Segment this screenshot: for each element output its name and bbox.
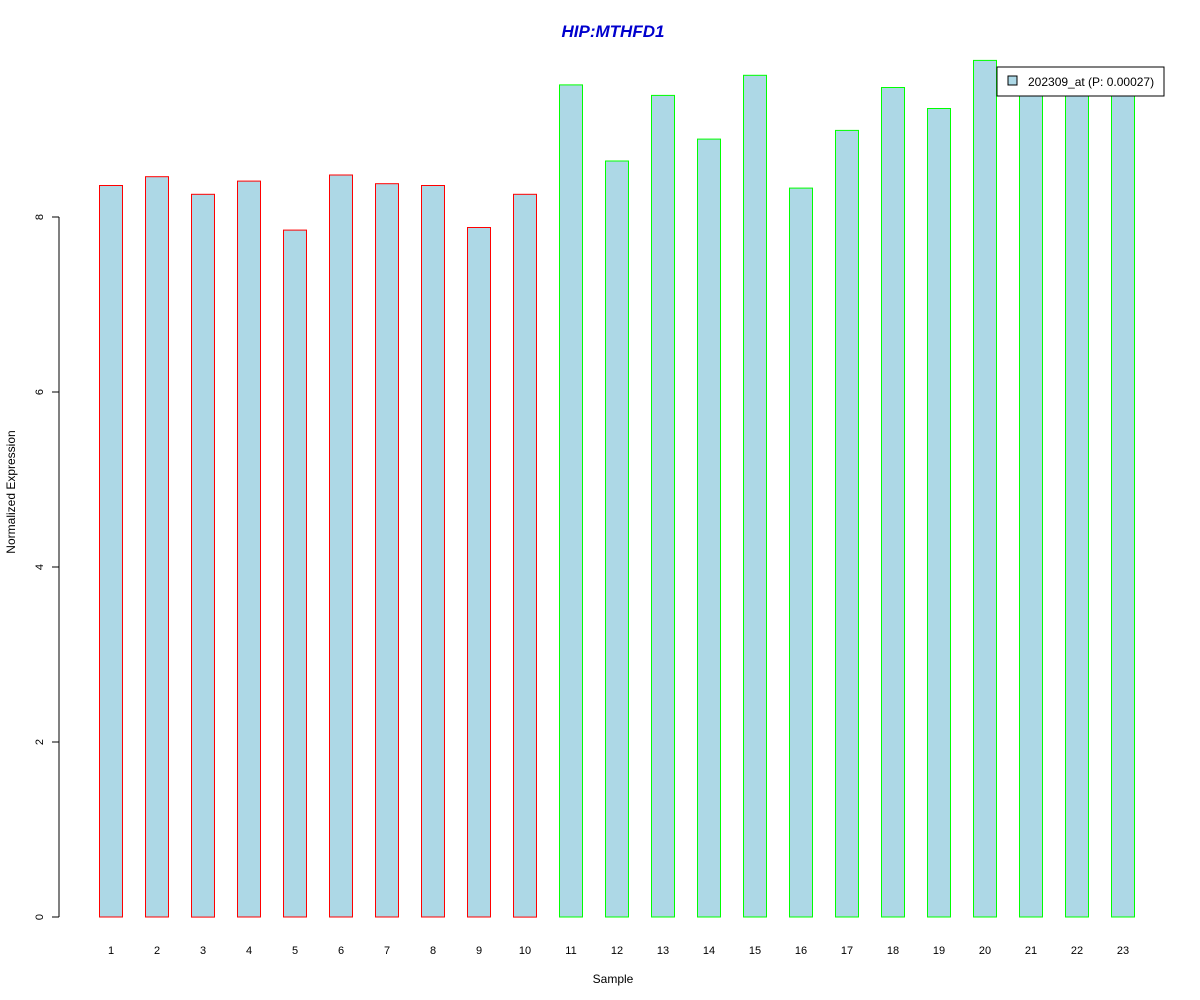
- x-tick-label: 21: [1025, 945, 1037, 957]
- bar-14: [697, 138, 721, 918]
- bar-22: [1065, 89, 1089, 918]
- y-tick-label: 6: [34, 389, 46, 395]
- y-axis: 0 2 4 6 8: [34, 214, 60, 920]
- bar-20: [973, 59, 997, 918]
- x-tick-label: 8: [430, 945, 436, 957]
- bar-21: [1019, 89, 1043, 918]
- x-tick-label: 10: [519, 945, 531, 957]
- y-tick-label: 4: [34, 564, 46, 570]
- x-tick-label: 17: [841, 945, 853, 957]
- x-tick-label: 12: [611, 945, 623, 957]
- chart-title: HIP:MTHFD1: [562, 22, 665, 41]
- bar-8: [421, 185, 445, 918]
- x-tick-label: 13: [657, 945, 669, 957]
- bar-16: [789, 187, 813, 918]
- x-tick-label: 22: [1071, 945, 1083, 957]
- x-tick-labels: 1 2 3 4 5 6 7 8 9 10 11 12 13 14 15 16 17 18 19 20 21 22 23: [108, 945, 1129, 957]
- x-tick-label: 1: [108, 945, 114, 957]
- x-tick-label: 11: [565, 945, 576, 957]
- x-tick-label: 9: [476, 945, 482, 957]
- bar-4: [237, 180, 261, 918]
- bar-13: [651, 94, 675, 918]
- x-tick-label: 14: [703, 945, 715, 957]
- bar-5: [283, 229, 307, 918]
- x-tick-label: 7: [384, 945, 390, 957]
- bar-17: [835, 129, 859, 918]
- x-tick-label: 2: [154, 945, 160, 957]
- bar-3: [191, 193, 215, 918]
- x-tick-label: 23: [1117, 945, 1129, 957]
- legend-label: 202309_at (P: 0.00027): [1028, 75, 1154, 89]
- bar-11: [559, 84, 583, 918]
- bar-7: [375, 183, 399, 918]
- y-axis-label: Normalized Expression: [4, 430, 18, 553]
- y-tick-label: 2: [34, 739, 46, 745]
- x-tick-label: 5: [292, 945, 298, 957]
- bar-12: [605, 160, 629, 918]
- legend-swatch: [1007, 75, 1018, 86]
- y-tick-label: 8: [34, 214, 46, 220]
- bar-9: [467, 227, 491, 918]
- x-tick-label: 15: [749, 945, 761, 957]
- x-tick-label: 4: [246, 945, 252, 957]
- legend-box: [996, 66, 1165, 97]
- bar-2: [145, 176, 169, 918]
- bar-10: [513, 193, 537, 918]
- x-tick-label: 16: [795, 945, 807, 957]
- y-tick-label: 0: [34, 914, 46, 920]
- x-tick-label: 6: [338, 945, 344, 957]
- bar-19: [927, 108, 951, 918]
- legend: 202309_at (P: 0.00027): [996, 66, 1165, 97]
- bar-15: [743, 74, 767, 918]
- x-tick-label: 20: [979, 945, 991, 957]
- x-tick-label: 3: [200, 945, 206, 957]
- bar-1: [99, 185, 123, 918]
- bar-23: [1111, 89, 1135, 918]
- bar-6: [329, 174, 353, 918]
- x-tick-label: 19: [933, 945, 945, 957]
- bar-18: [881, 87, 905, 918]
- x-axis-label: Sample: [593, 972, 634, 986]
- x-tick-label: 18: [887, 945, 899, 957]
- bars-group: [99, 59, 1135, 918]
